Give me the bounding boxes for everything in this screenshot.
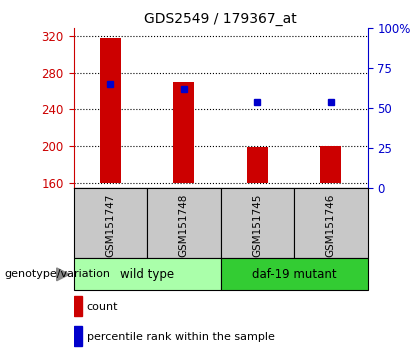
- Text: GSM151746: GSM151746: [326, 193, 336, 257]
- Bar: [74, 188, 147, 258]
- Text: wild type: wild type: [120, 268, 174, 281]
- Text: GSM151745: GSM151745: [252, 193, 262, 257]
- Bar: [74, 296, 82, 315]
- Bar: [247, 147, 268, 183]
- Bar: [74, 258, 220, 290]
- Bar: [294, 188, 368, 258]
- Bar: [100, 38, 121, 183]
- Title: GDS2549 / 179367_at: GDS2549 / 179367_at: [144, 12, 297, 26]
- Text: GSM151748: GSM151748: [179, 193, 189, 257]
- Text: GSM151747: GSM151747: [105, 193, 115, 257]
- Text: genotype/variation: genotype/variation: [4, 269, 110, 279]
- Polygon shape: [57, 268, 69, 281]
- Bar: [320, 146, 341, 183]
- Text: count: count: [87, 302, 118, 312]
- Text: percentile rank within the sample: percentile rank within the sample: [87, 332, 275, 342]
- Bar: [220, 258, 368, 290]
- Text: daf-19 mutant: daf-19 mutant: [252, 268, 336, 281]
- Bar: [173, 82, 194, 183]
- Bar: [147, 188, 220, 258]
- Bar: [220, 188, 294, 258]
- Bar: [74, 326, 82, 346]
